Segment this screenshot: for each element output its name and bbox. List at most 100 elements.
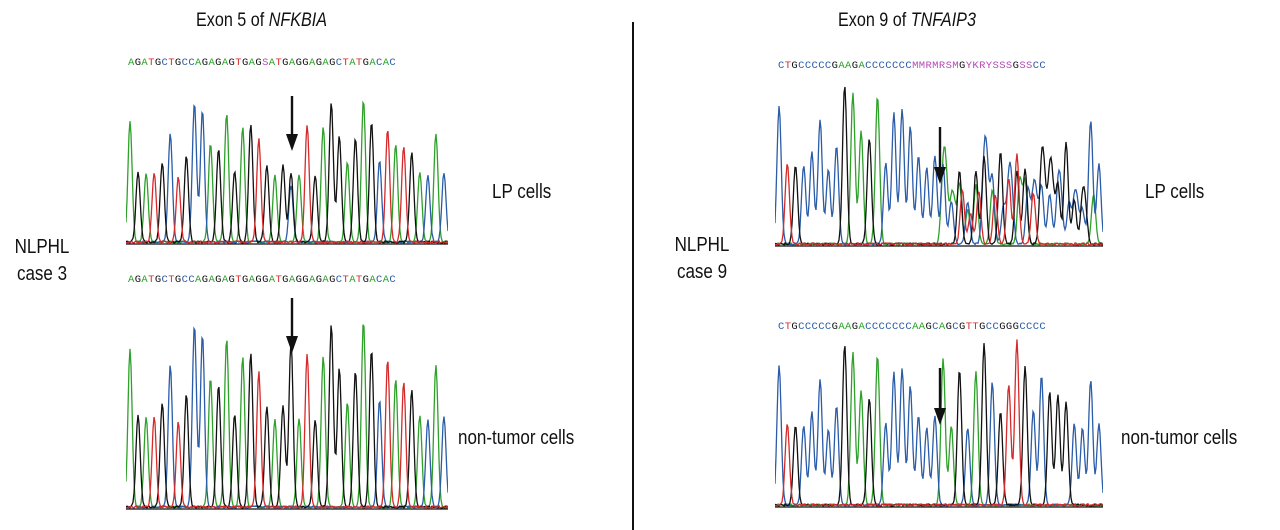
base-letter: G xyxy=(215,274,222,286)
right-case-line2: case 9 xyxy=(676,261,728,283)
base-letter: A xyxy=(221,57,229,69)
base-letter: C xyxy=(335,57,343,69)
base-letter: C xyxy=(1032,60,1040,72)
base-letter: C xyxy=(865,321,872,333)
base-letter: Y xyxy=(985,60,993,72)
base-letter: C xyxy=(1026,321,1033,333)
base-letter: C xyxy=(1039,60,1047,72)
base-letter: A xyxy=(141,57,149,69)
base-letter: T xyxy=(275,274,283,286)
left-bottom-chromatogram xyxy=(126,324,448,510)
base-letter: C xyxy=(188,57,196,69)
base-letter: M xyxy=(952,60,959,72)
base-letter: T xyxy=(342,57,350,69)
base-letter: C xyxy=(818,60,825,72)
right-top-chromatogram xyxy=(775,86,1103,247)
base-letter: G xyxy=(315,57,323,69)
left-panel-title: Exon 5 of NFKBIA xyxy=(196,10,327,32)
base-letter: T xyxy=(168,57,175,69)
base-letter: C xyxy=(885,60,892,72)
base-letter: C xyxy=(824,60,832,72)
base-letter: G xyxy=(1012,60,1020,72)
base-letter: A xyxy=(322,57,330,69)
left-bottom-sequence: AGATGCTGCCAGAGAGTGAGGATGAGGAGAGCTATGACAC xyxy=(128,274,396,286)
base-letter: C xyxy=(878,60,886,72)
base-letter: S xyxy=(1026,60,1033,72)
left-case-line2: case 3 xyxy=(16,263,68,285)
base-letter: C xyxy=(376,57,383,69)
base-letter: A xyxy=(268,274,276,286)
base-letter: C xyxy=(871,321,879,333)
trace-g xyxy=(126,325,448,510)
base-letter: A xyxy=(838,60,846,72)
base-letter: T xyxy=(148,274,155,286)
left-top-label: LP cells xyxy=(492,181,552,203)
base-letter: G xyxy=(302,57,309,69)
left-case-line1: NLPHL xyxy=(14,236,70,258)
right-bottom-chromatogram xyxy=(775,339,1103,508)
base-letter: A xyxy=(128,274,135,286)
base-letter: C xyxy=(898,60,906,72)
base-letter: G xyxy=(831,321,839,333)
trace-t xyxy=(126,353,448,510)
base-letter: C xyxy=(865,60,872,72)
base-letter: T xyxy=(168,274,175,286)
base-letter: C xyxy=(891,321,899,333)
base-letter: C xyxy=(376,274,383,286)
base-letter: C xyxy=(811,60,819,72)
base-letter: T xyxy=(342,274,350,286)
base-letter: A xyxy=(195,57,202,69)
base-letter: A xyxy=(349,274,356,286)
base-letter: A xyxy=(838,321,846,333)
base-letter: A xyxy=(845,60,852,72)
base-letter: T xyxy=(972,321,980,333)
base-letter: G xyxy=(282,57,289,69)
base-letter: A xyxy=(938,321,946,333)
base-letter: G xyxy=(945,321,953,333)
base-letter: G xyxy=(925,321,933,333)
base-letter: A xyxy=(322,274,330,286)
base-letter: C xyxy=(811,321,819,333)
base-letter: C xyxy=(905,60,913,72)
base-letter: C xyxy=(992,321,1000,333)
base-letter: G xyxy=(958,321,966,333)
base-letter: G xyxy=(154,57,162,69)
left-title-gene: NFKBIA xyxy=(268,10,328,31)
base-letter: C xyxy=(985,321,993,333)
base-letter: G xyxy=(999,321,1006,333)
left-top-sequence: AGATGCTGCCAGAGAGTGAGSATGAGGAGAGCTATGACAC xyxy=(128,57,396,69)
base-letter: K xyxy=(972,60,980,72)
base-letter: C xyxy=(952,321,959,333)
base-letter: A xyxy=(858,321,866,333)
right-panel-title: Exon 9 of TNFAIP3 xyxy=(838,10,976,32)
base-letter: A xyxy=(208,57,216,69)
base-letter: A xyxy=(288,57,296,69)
base-letter: A xyxy=(382,274,390,286)
base-letter: A xyxy=(128,57,135,69)
base-letter: T xyxy=(965,321,973,333)
base-letter: R xyxy=(938,60,946,72)
base-letter: A xyxy=(195,274,202,286)
base-letter: A xyxy=(382,57,390,69)
base-letter: C xyxy=(389,57,397,69)
right-top-label: LP cells xyxy=(1145,181,1205,203)
base-letter: C xyxy=(1019,321,1027,333)
base-letter: C xyxy=(778,321,785,333)
base-letter: G xyxy=(134,57,142,69)
base-letter: G xyxy=(362,274,370,286)
base-letter: C xyxy=(818,321,825,333)
base-letter: A xyxy=(221,274,229,286)
left-top-arrow xyxy=(286,96,298,151)
base-letter: G xyxy=(329,57,336,69)
base-letter: C xyxy=(905,321,913,333)
left-bottom-arrow xyxy=(286,298,298,353)
base-letter: G xyxy=(215,57,222,69)
right-title-gene: TNFAIP3 xyxy=(910,10,976,31)
base-letter: S xyxy=(1005,60,1013,72)
left-top-chromatogram xyxy=(126,100,448,245)
base-letter: G xyxy=(831,60,839,72)
base-letter: A xyxy=(248,274,256,286)
base-letter: G xyxy=(282,274,289,286)
base-letter: G xyxy=(255,274,263,286)
base-letter: C xyxy=(161,274,169,286)
